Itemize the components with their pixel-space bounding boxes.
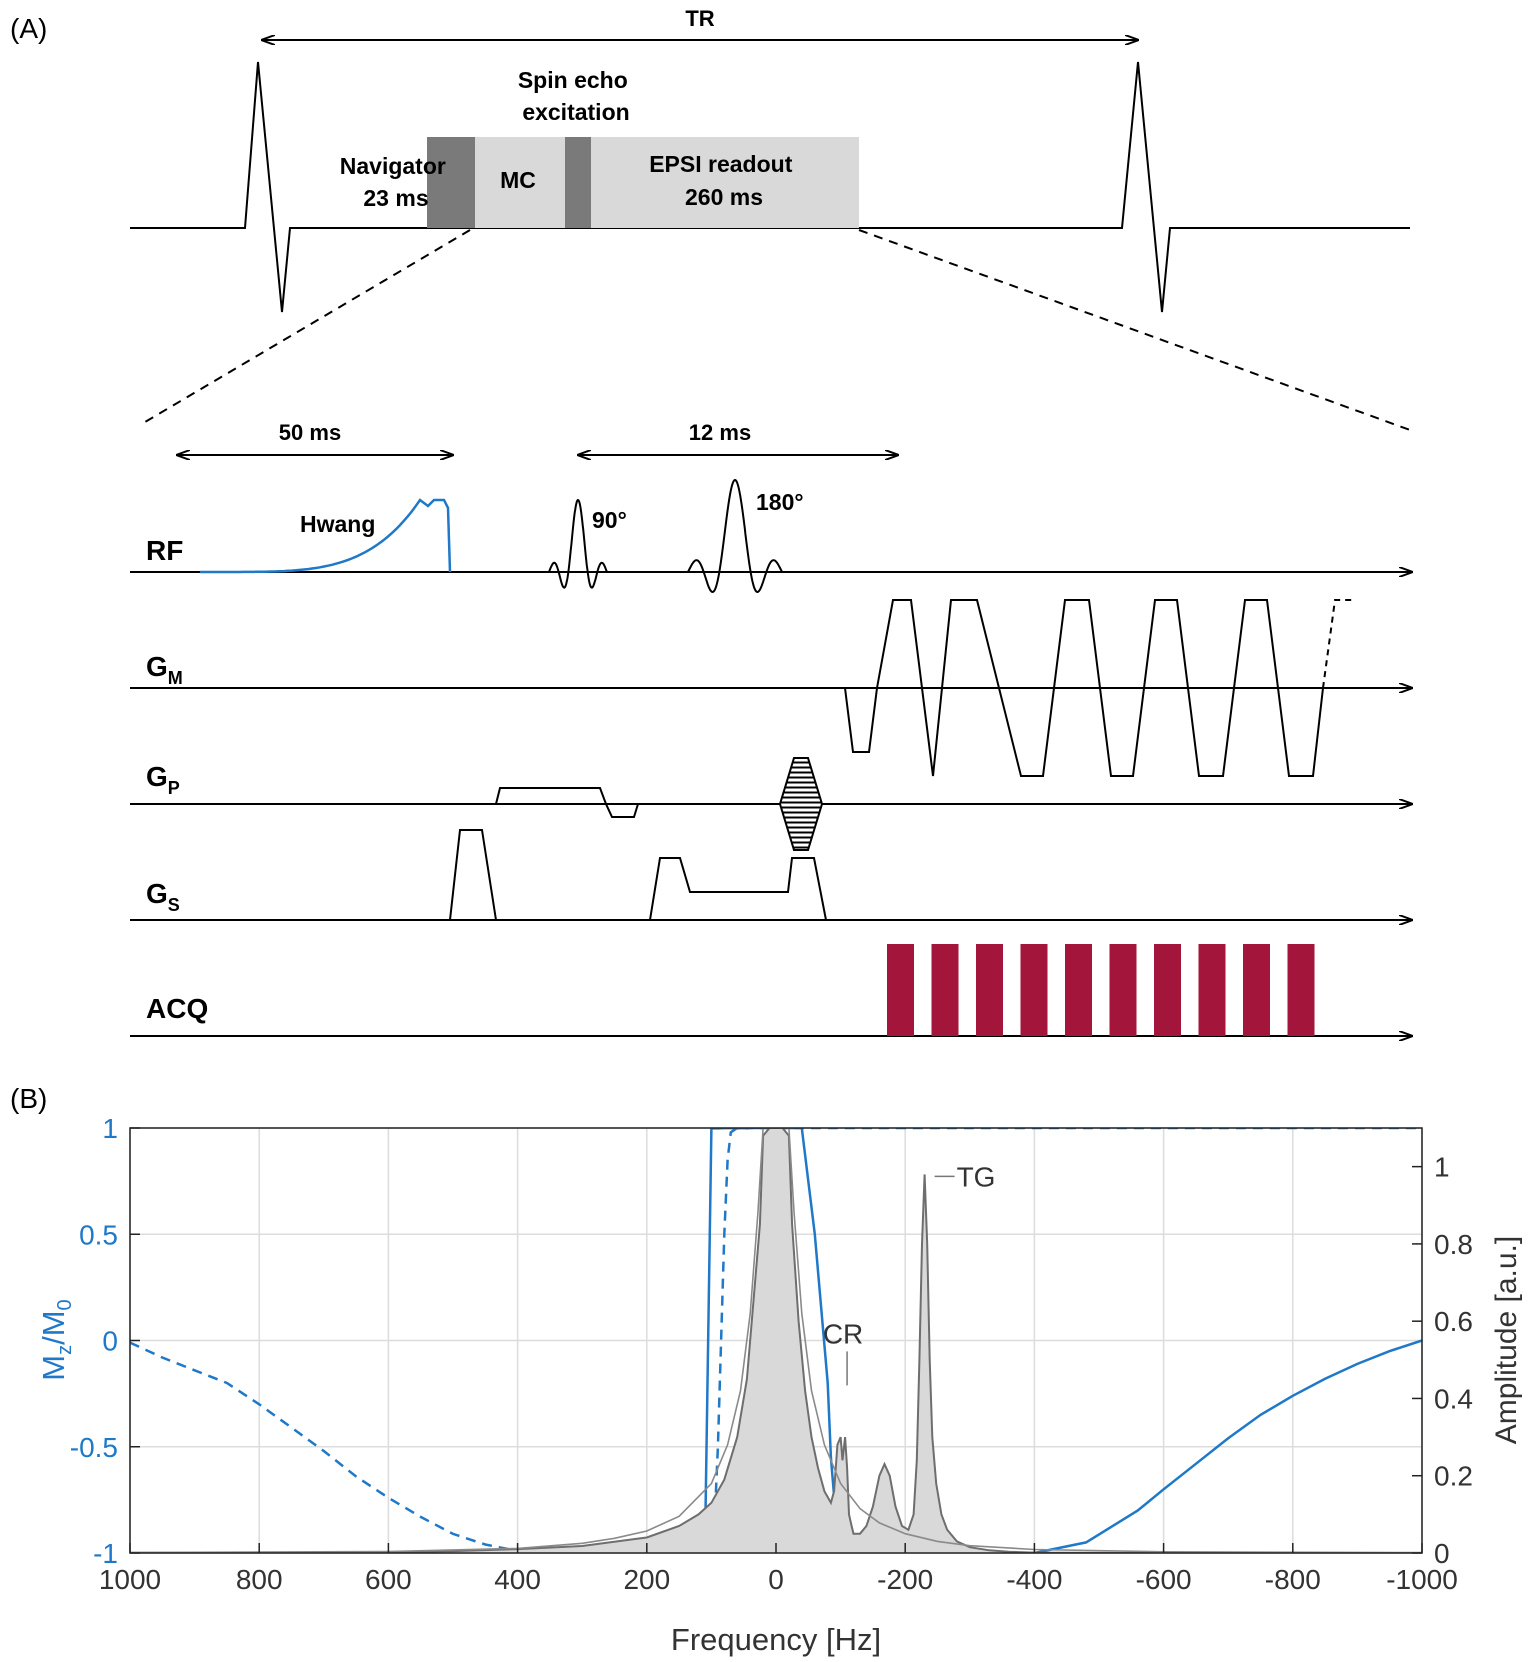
mc-block — [475, 137, 565, 228]
x-tick-label: -200 — [877, 1564, 933, 1595]
gp-phase-encode-blip — [778, 757, 824, 851]
gs-navigator-gradient — [449, 829, 497, 921]
gm-readout-gradient — [844, 599, 1324, 777]
spin-echo-block — [565, 137, 591, 228]
hwang-label: Hwang — [300, 511, 375, 537]
x-tick-label: -1000 — [1386, 1564, 1458, 1595]
x-tick-label: -400 — [1006, 1564, 1062, 1595]
gp-prephaser — [495, 787, 639, 818]
pulse-90-label: 90° — [592, 507, 627, 533]
acq-window — [1243, 944, 1270, 1036]
y-tick-label-right: 0.6 — [1434, 1306, 1473, 1337]
sinc-pulse-90 — [548, 498, 608, 589]
acq-window — [1198, 944, 1226, 1036]
x-tick-label: 1000 — [99, 1564, 161, 1595]
panel-a: (A) TR Navigator 23 ms MC Spin echo exci… — [10, 6, 1412, 1036]
spectrum-line — [130, 1128, 1422, 1553]
y-tick-label-left: -0.5 — [70, 1432, 118, 1463]
acq-windows — [887, 944, 1315, 1036]
y-axis-label-right: Amplitude [a.u.] — [1490, 1236, 1523, 1444]
y-tick-label-right: 0.4 — [1434, 1383, 1473, 1414]
epsi-label: EPSI readout 260 ms — [649, 151, 799, 210]
y-tick-label-left: -1 — [93, 1538, 118, 1569]
acq-window — [1154, 944, 1181, 1036]
annotation-cr: CR — [823, 1318, 863, 1349]
row-label-acq: ACQ — [146, 993, 208, 1024]
epsi-block — [591, 137, 859, 228]
x-tick-label: 200 — [623, 1564, 670, 1595]
row-label-gp: GP — [146, 761, 180, 798]
x-tick-label: 400 — [494, 1564, 541, 1595]
timing-label-50ms: 50 ms — [279, 420, 341, 445]
axis-ticks: 1000 800 600 400 200 0 -200 -400 -600 -800 -1000 1 0… — [70, 1113, 1473, 1595]
y-tick-label-right: 0.8 — [1434, 1229, 1473, 1260]
panel-b-label: (B) — [10, 1083, 47, 1114]
row-label-rf: RF — [146, 535, 183, 566]
y-tick-label-right: 0.2 — [1434, 1461, 1473, 1492]
hwang-pulse — [200, 498, 452, 574]
acq-window — [931, 944, 959, 1036]
mz-profile-dashed — [130, 1128, 1422, 1553]
y-tick-label-right: 0 — [1434, 1538, 1450, 1569]
acq-window — [1065, 944, 1092, 1036]
acq-window — [1287, 944, 1315, 1036]
spectrum-area — [130, 1128, 1422, 1553]
y-tick-label-left: 0 — [102, 1326, 118, 1357]
panel-a-label: (A) — [10, 13, 47, 44]
x-tick-label: 800 — [236, 1564, 283, 1595]
row-label-gm: GM — [146, 651, 183, 688]
zoom-line-right — [858, 229, 1411, 431]
panel-b: (B) TG CR 1000 800 600 400 200 0 -200 -400 -600 -8… — [10, 1083, 1523, 1657]
water-envelope-line — [130, 1128, 1422, 1553]
y-tick-label-left: 0.5 — [79, 1219, 118, 1250]
navigator-label: Navigator 23 ms — [340, 153, 452, 211]
timing-label-12ms: 12 ms — [689, 420, 751, 445]
pulse-180-label: 180° — [756, 489, 804, 515]
acq-window — [887, 944, 914, 1036]
x-tick-label: -800 — [1265, 1564, 1321, 1595]
zoom-line-left — [139, 229, 471, 426]
x-tick-label: 600 — [365, 1564, 412, 1595]
row-label-gs: GS — [146, 878, 180, 915]
mc-label: MC — [500, 167, 536, 193]
y-axis-label-left: Mz/M0 — [36, 1299, 76, 1380]
annotation-tg: TG — [957, 1161, 996, 1192]
y-tick-label-right: 1 — [1434, 1152, 1450, 1183]
x-tick-label: 0 — [768, 1564, 784, 1595]
gm-readout-continuation — [1322, 599, 1352, 689]
spin-echo-label: Spin echo excitation — [518, 67, 634, 125]
x-tick-label: -600 — [1136, 1564, 1192, 1595]
acq-window — [1020, 944, 1048, 1036]
navigator-block — [427, 137, 475, 228]
tr-label: TR — [685, 6, 714, 31]
acq-window — [1109, 944, 1137, 1036]
sinc-pulse-180 — [687, 478, 783, 594]
x-axis-label: Frequency [Hz] — [671, 1622, 881, 1657]
y-tick-label-left: 1 — [102, 1113, 118, 1144]
gs-slice-select-gradient — [649, 857, 827, 921]
acq-window — [976, 944, 1003, 1036]
